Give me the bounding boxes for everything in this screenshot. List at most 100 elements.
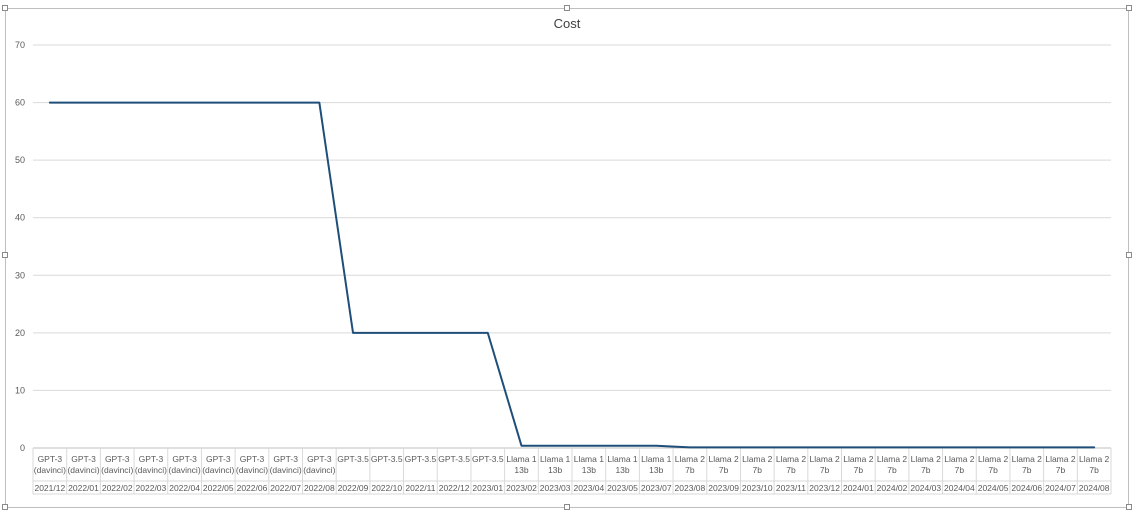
y-tick-label: 30 (15, 270, 25, 280)
x-date-label: 2023/02 (506, 483, 537, 493)
x-date-label: 2024/06 (1011, 483, 1042, 493)
x-category-label: Llama 1 (641, 454, 672, 464)
x-date-label: 2023/07 (641, 483, 672, 493)
x-date-label: 2023/04 (573, 483, 604, 493)
x-category-label: Llama 2 (1079, 454, 1110, 464)
x-category-label: 7b (719, 465, 729, 475)
x-category-label: Llama 2 (978, 454, 1009, 464)
x-date-label: 2022/08 (304, 483, 335, 493)
x-category-label: GPT-3 (307, 454, 332, 464)
x-category-label: Llama 2 (911, 454, 942, 464)
x-category-label: (davinci) (34, 465, 66, 475)
resize-handle-right[interactable] (1126, 252, 1132, 258)
x-category-label: (davinci) (303, 465, 335, 475)
x-category-label: Llama 1 (574, 454, 605, 464)
x-category-label: Llama 2 (675, 454, 706, 464)
x-date-label: 2024/05 (978, 483, 1009, 493)
x-category-label: 7b (1056, 465, 1066, 475)
x-date-label: 2023/08 (675, 483, 706, 493)
x-category-label: 13b (548, 465, 562, 475)
x-date-label: 2021/12 (34, 483, 65, 493)
x-category-label: Llama 2 (708, 454, 739, 464)
x-category-label: 13b (582, 465, 596, 475)
x-date-label: 2022/09 (338, 483, 369, 493)
x-date-label: 2022/11 (405, 483, 435, 493)
resize-handle-bottom-left[interactable] (2, 504, 8, 510)
x-category-label: (davinci) (67, 465, 99, 475)
x-category-label: Llama 2 (843, 454, 874, 464)
x-category-label: 7b (921, 465, 931, 475)
x-date-label: 2024/03 (910, 483, 941, 493)
y-tick-label: 40 (15, 213, 25, 223)
x-category-label: 7b (685, 465, 695, 475)
y-tick-label: 50 (15, 155, 25, 165)
x-date-label: 2022/12 (439, 483, 470, 493)
x-category-label: (davinci) (236, 465, 268, 475)
x-date-label: 2022/01 (68, 483, 99, 493)
x-category-label: 7b (988, 465, 998, 475)
x-category-label: 7b (820, 465, 830, 475)
x-category-label: 7b (955, 465, 965, 475)
resize-handle-top-left[interactable] (2, 5, 8, 11)
x-date-label: 2022/02 (102, 483, 133, 493)
chart-frame[interactable] (5, 8, 1129, 508)
x-category-label: GPT-3 (38, 454, 63, 464)
x-category-label: GPT-3.5 (337, 454, 369, 464)
resize-handle-top-right[interactable] (1126, 5, 1132, 11)
resize-handle-bottom-right[interactable] (1126, 504, 1132, 510)
x-category-label: GPT-3 (240, 454, 265, 464)
x-category-label: GPT-3 (206, 454, 231, 464)
x-category-label: GPT-3.5 (472, 454, 504, 464)
x-category-label: 7b (753, 465, 763, 475)
resize-handle-bottom[interactable] (564, 504, 570, 510)
x-date-label: 2023/10 (742, 483, 773, 493)
x-category-label: Llama 2 (944, 454, 975, 464)
x-category-label: 7b (854, 465, 864, 475)
x-date-label: 2024/07 (1045, 483, 1076, 493)
x-date-label: 2023/09 (708, 483, 739, 493)
x-category-label: (davinci) (169, 465, 201, 475)
x-date-label: 2024/04 (944, 483, 975, 493)
x-category-label: Llama 2 (810, 454, 841, 464)
x-category-label: 7b (1022, 465, 1032, 475)
x-category-label: 13b (514, 465, 528, 475)
x-date-label: 2023/05 (607, 483, 638, 493)
cost-series-line (48, 101, 1096, 449)
x-date-label: 2022/03 (136, 483, 167, 493)
y-tick-label: 0 (20, 443, 25, 453)
x-category-label: Llama 2 (1012, 454, 1043, 464)
x-category-label: GPT-3 (273, 454, 298, 464)
x-category-label: (davinci) (135, 465, 167, 475)
x-date-label: 2022/10 (371, 483, 402, 493)
x-category-label: (davinci) (101, 465, 133, 475)
x-category-label: GPT-3 (71, 454, 96, 464)
x-category-label: (davinci) (202, 465, 234, 475)
x-category-label: GPT-3.5 (405, 454, 437, 464)
resize-handle-left[interactable] (2, 252, 8, 258)
x-category-label: Llama 2 (877, 454, 908, 464)
x-category-label: 7b (887, 465, 897, 475)
x-category-label: 7b (786, 465, 796, 475)
x-category-label: GPT-3 (172, 454, 197, 464)
x-date-label: 2022/06 (237, 483, 268, 493)
x-date-label: 2022/07 (270, 483, 301, 493)
x-date-label: 2023/01 (472, 483, 503, 493)
x-category-label: 13b (649, 465, 663, 475)
x-date-label: 2022/04 (169, 483, 200, 493)
x-category-label: 13b (615, 465, 629, 475)
x-date-label: 2023/11 (776, 483, 806, 493)
y-tick-label: 70 (15, 40, 25, 50)
chart-title: Cost (553, 16, 581, 31)
resize-handle-top[interactable] (564, 5, 570, 11)
x-category-label: Llama 2 (1045, 454, 1076, 464)
x-category-label: Llama 2 (742, 454, 773, 464)
x-category-label: Llama 1 (506, 454, 537, 464)
y-tick-label: 60 (15, 98, 25, 108)
y-tick-label: 20 (15, 328, 25, 338)
x-category-label: Llama 1 (607, 454, 638, 464)
x-category-label: (davinci) (270, 465, 302, 475)
x-category-label: GPT-3 (105, 454, 130, 464)
x-date-label: 2024/02 (877, 483, 908, 493)
x-category-label: GPT-3.5 (438, 454, 470, 464)
